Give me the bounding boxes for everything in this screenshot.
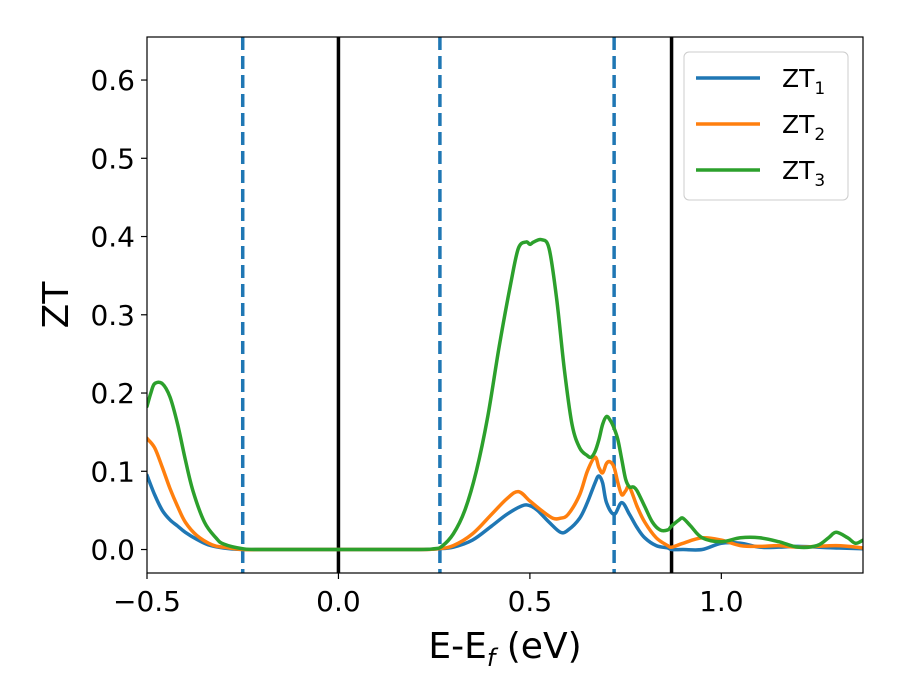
y-tick-label: 0.4 <box>90 221 135 254</box>
y-tick-label: 0.6 <box>90 64 135 97</box>
y-tick-label: 0.5 <box>90 142 135 175</box>
plot-frame <box>146 36 864 574</box>
legend: ZT1 ZT2 ZT3 <box>683 51 849 201</box>
x-tick-label: 0.5 <box>508 585 553 618</box>
legend-label-3: ZT3 <box>782 156 825 191</box>
x-axis-label: E-Ef (eV) <box>428 626 581 672</box>
x-tick-label: 0.0 <box>316 585 361 618</box>
legend-label-1: ZT1 <box>782 64 825 99</box>
y-axis-label: ZT <box>36 281 77 329</box>
series-lines <box>147 237 863 552</box>
legend-label-2: ZT2 <box>782 110 825 145</box>
x-axis-ticks: −0.5 0.0 0.5 1.0 <box>113 573 744 618</box>
x-tick-label: 1.0 <box>699 585 744 618</box>
series-line-3 <box>147 237 863 552</box>
x-tick-label: −0.5 <box>113 585 181 618</box>
x-axis-label-main: E-E <box>428 626 486 667</box>
vertical-reference-lines <box>240 37 674 573</box>
y-tick-label: 0.3 <box>90 299 135 332</box>
y-tick-label: 0.1 <box>90 455 135 488</box>
y-tick-label: 0.0 <box>90 534 135 567</box>
series-line-2 <box>147 436 863 552</box>
x-axis-label-unit: (eV) <box>495 626 581 667</box>
legend-box <box>683 51 849 201</box>
y-axis-ticks: 0.0 0.1 0.2 0.3 0.4 0.5 0.6 <box>90 64 147 567</box>
y-tick-label: 0.2 <box>90 377 135 410</box>
